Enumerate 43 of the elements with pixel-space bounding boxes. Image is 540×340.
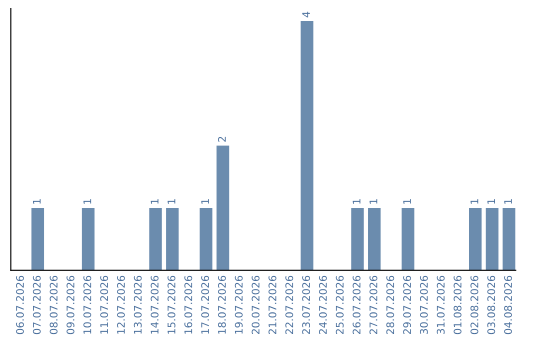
x-tick-label: 04.08.2026 — [504, 276, 512, 334]
x-tick-label: 28.07.2026 — [386, 276, 394, 334]
x-tick-label: 20.07.2026 — [252, 276, 260, 334]
x-tick-label: 14.07.2026 — [150, 276, 159, 334]
x-tick-label: 25.07.2026 — [336, 276, 344, 334]
x-tick-label: 10.07.2026 — [83, 276, 92, 334]
x-tick-label: 03.08.2026 — [487, 276, 496, 334]
x-tick-label: 18.07.2026 — [218, 276, 226, 334]
x-tick-label: 09.07.2026 — [66, 276, 74, 334]
data-label: 1 — [504, 199, 512, 204]
x-tick-label: 15.07.2026 — [168, 276, 176, 334]
x-tick-label: 31.07.2026 — [436, 276, 445, 334]
x-tick-label: 19.07.2026 — [234, 276, 243, 334]
x-tick-label: 01.08.2026 — [454, 276, 462, 334]
x-tick-label: 26.07.2026 — [352, 276, 361, 334]
x-tick-label: 23.07.2026 — [302, 276, 310, 334]
x-tick-label: 08.07.2026 — [50, 276, 58, 334]
data-label: 1 — [487, 199, 496, 204]
data-label: 1 — [33, 199, 41, 204]
x-tick-label: 24.07.2026 — [318, 276, 327, 334]
data-label: 1 — [201, 199, 209, 204]
data-label: 1 — [352, 199, 360, 204]
data-label: 1 — [84, 199, 92, 204]
x-tick-label: 30.07.2026 — [420, 276, 428, 334]
data-label: 4 — [302, 12, 310, 18]
x-tick-label: 21.07.2026 — [268, 276, 276, 334]
data-label: 2 — [218, 136, 226, 142]
x-tick-label: 02.08.2026 — [470, 276, 478, 334]
x-tick-label: 22.07.2026 — [285, 276, 294, 334]
x-tick-label: 12.07.2026 — [117, 276, 125, 334]
x-tick-label: 29.07.2026 — [403, 276, 412, 334]
x-tick-label: 07.07.2026 — [32, 276, 41, 334]
data-label: 1 — [470, 199, 478, 204]
x-tick-label: 11.07.2026 — [100, 276, 108, 334]
x-tick-label: 06.07.2026 — [16, 276, 24, 334]
x-tick-label: 13.07.2026 — [134, 276, 142, 334]
data-label: 1 — [370, 199, 378, 204]
data-label: 1 — [168, 199, 176, 204]
data-label: 1 — [150, 199, 158, 204]
x-tick-label: 27.07.2026 — [369, 276, 378, 334]
x-tick-label: 16.07.2026 — [184, 276, 192, 334]
x-tick-label: 17.07.2026 — [201, 276, 210, 334]
data-label: 1 — [403, 199, 411, 204]
